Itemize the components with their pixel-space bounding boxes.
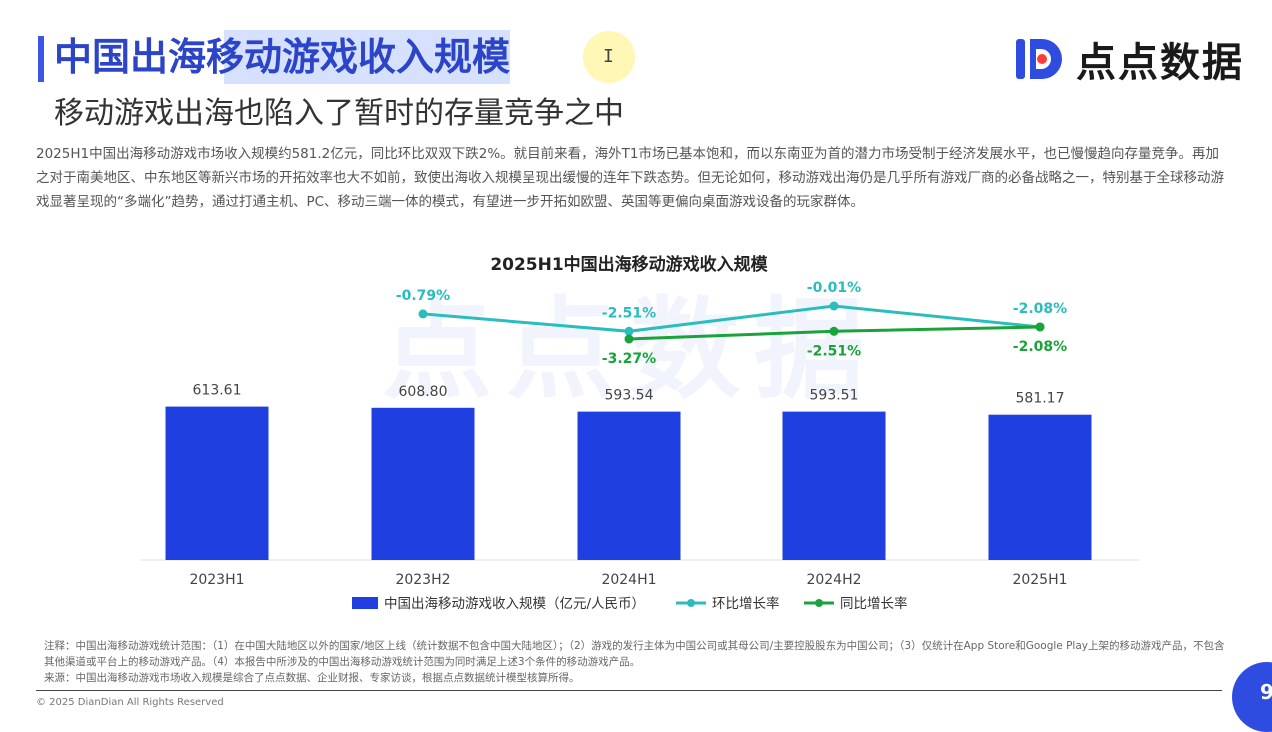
point-mom-2024H2: [829, 301, 839, 311]
text-cursor-icon: I: [603, 46, 614, 67]
page-title: 中国出海移动游戏收入规模: [54, 30, 511, 84]
point-label-yoy-2025H1: -2.08%: [1013, 339, 1067, 355]
legend-mom-marker: [687, 599, 695, 607]
chart-watermark: 点点数据: [382, 286, 878, 414]
bar-label-2023H2: 608.80: [399, 384, 448, 400]
x-tick-2024H1: 2024H1: [601, 572, 656, 588]
footer-divider: [36, 690, 1222, 691]
brand-logo-icon: [1016, 39, 1062, 79]
cursor-highlight: [583, 31, 635, 83]
point-label-mom-2025H1: -2.08%: [1013, 301, 1067, 317]
point-label-mom-2024H1: -2.51%: [602, 305, 656, 321]
point-label-mom-2024H2: -0.01%: [807, 280, 861, 296]
point-yoy-2024H1: [624, 334, 634, 344]
point-label-mom-2023H2: -0.79%: [396, 288, 450, 304]
legend-mom-label: 环比增长率: [712, 595, 780, 612]
point-label-yoy-2024H2: -2.51%: [807, 343, 861, 359]
bar-2024H2: [782, 411, 886, 560]
brand-logo: 点点数据: [1012, 30, 1244, 88]
point-mom-2024H1: [624, 326, 634, 336]
legend-yoy-marker: [815, 599, 823, 607]
legend-yoy-label: 同比增长率: [840, 595, 908, 612]
x-tick-2023H1: 2023H1: [189, 572, 244, 588]
title-accent-bar: [38, 36, 44, 82]
bar-label-2024H2: 593.51: [810, 388, 859, 404]
footnote-source: 来源：中国出海移动游戏市场收入规模是综合了点点数据、企业财报、专家访谈，根据点点…: [44, 672, 580, 684]
bar-label-2023H1: 613.61: [193, 383, 242, 399]
footnote: 注释：中国出海移动游戏统计范围：（1）在中国大陆地区以外的国家/地区上线（统计数…: [44, 638, 1234, 686]
point-yoy-2024H2: [829, 326, 839, 336]
footnote-note: 注释：中国出海移动游戏统计范围：（1）在中国大陆地区以外的国家/地区上线（统计数…: [44, 640, 1225, 668]
bar-2025H1: [988, 414, 1092, 560]
x-tick-2024H2: 2024H2: [806, 572, 861, 588]
chart-title: 2025H1中国出海移动游戏收入规模: [490, 254, 768, 275]
point-mom-2023H2: [418, 309, 428, 319]
copyright-text: © 2025 DianDian All Rights Reserved: [36, 697, 224, 708]
brand-logo-text: 点点数据: [1076, 40, 1244, 86]
legend-bar-label: 中国出海移动游戏收入规模（亿元/人民币）: [384, 596, 645, 612]
line-mom: [422, 304, 1041, 333]
bar-label-2024H1: 593.54: [605, 388, 654, 404]
point-yoy-2025H1: [1035, 322, 1045, 332]
bar-2024H1: [577, 411, 681, 560]
page-subtitle: 移动游戏出海也陷入了暂时的存量竞争之中: [54, 96, 624, 131]
point-label-yoy-2024H1: -3.27%: [602, 351, 656, 367]
bar-label-2025H1: 581.17: [1016, 391, 1065, 407]
bar-2023H2: [371, 407, 475, 560]
description-paragraph: 2025H1中国出海移动游戏市场收入规模约581.2亿元，同比环比双双下跌2%。…: [36, 146, 1224, 210]
legend-bar-swatch: [352, 597, 378, 609]
page-number: 9: [1260, 680, 1272, 704]
x-tick-2023H2: 2023H2: [395, 572, 450, 588]
x-tick-2025H1: 2025H1: [1012, 572, 1067, 588]
bar-2023H1: [165, 406, 269, 560]
